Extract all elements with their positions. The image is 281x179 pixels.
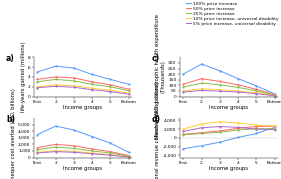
- X-axis label: Income groups: Income groups: [64, 105, 103, 110]
- Text: c): c): [152, 54, 160, 63]
- Y-axis label: Mean smoking catastrophic health expenditure
(Thousands): Mean smoking catastrophic health expendi…: [155, 14, 166, 139]
- Text: d): d): [152, 115, 161, 124]
- Y-axis label: life-years gained (millions): life-years gained (millions): [21, 42, 26, 112]
- Text: b): b): [6, 115, 15, 124]
- Legend: 100% price increase, 50% price increase, 25% price increase, 10% price increase,: 100% price increase, 50% price increase,…: [186, 2, 278, 26]
- X-axis label: Income groups: Income groups: [209, 166, 248, 171]
- Y-axis label: Additional revenue collected (NIO, billions): Additional revenue collected (NIO, billi…: [155, 82, 160, 179]
- Y-axis label: Exchequer cost averted (NIO, billions): Exchequer cost averted (NIO, billions): [11, 88, 16, 179]
- Text: a): a): [6, 54, 15, 63]
- X-axis label: Income groups: Income groups: [64, 166, 103, 171]
- X-axis label: Income groups: Income groups: [209, 105, 248, 110]
